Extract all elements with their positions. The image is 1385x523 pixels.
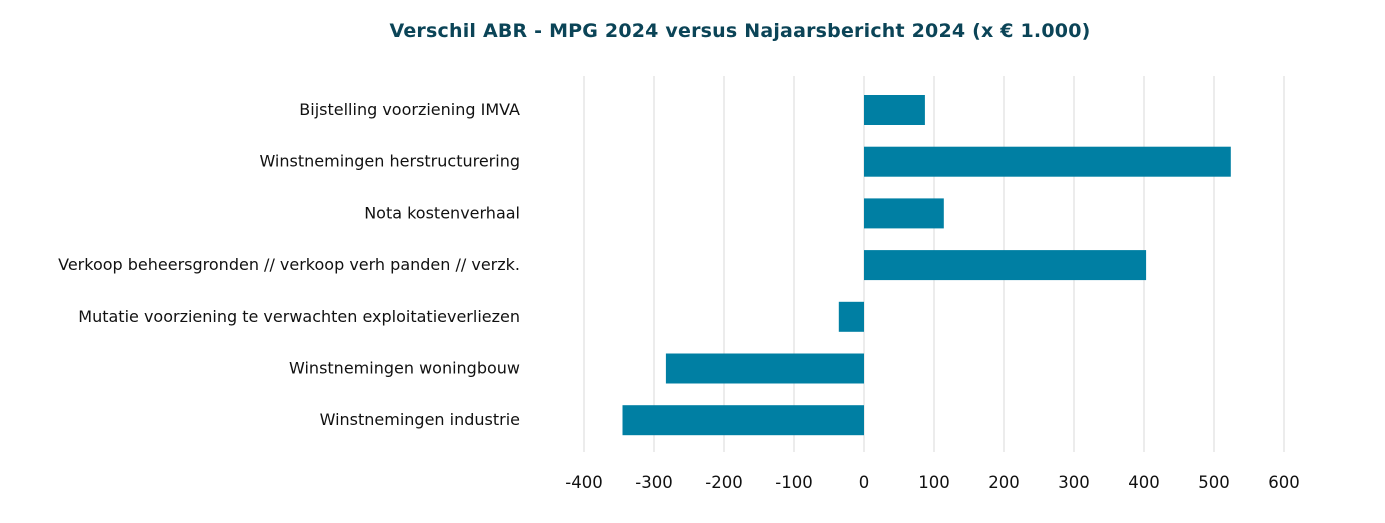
bars <box>622 95 1231 436</box>
x-tick-label: 300 <box>1058 473 1090 492</box>
bar <box>838 301 864 332</box>
chart-title: Verschil ABR - MPG 2024 versus Najaarsbe… <box>389 20 1091 42</box>
bar <box>622 405 864 436</box>
x-axis-ticks: -400 -300 -200 -100 0 100 200 300 400 500 600 <box>565 473 1299 492</box>
x-tick-label: -300 <box>635 473 672 492</box>
bar <box>665 353 864 384</box>
bar <box>864 198 944 229</box>
category-label: Winstnemingen herstructurering <box>259 152 520 171</box>
bar <box>864 95 925 125</box>
category-label: Bijstelling voorziening IMVA <box>299 100 520 119</box>
bar <box>864 146 1231 177</box>
x-tick-label: 200 <box>988 473 1020 492</box>
x-tick-label: -200 <box>705 473 742 492</box>
category-label: Winstnemingen industrie <box>320 410 520 429</box>
x-tick-label: 600 <box>1268 473 1300 492</box>
x-tick-label: 100 <box>918 473 950 492</box>
bar <box>864 250 1147 281</box>
category-label: Winstnemingen woningbouw <box>289 359 520 378</box>
category-labels: Bijstelling voorziening IMVA Winstneminge… <box>58 100 520 429</box>
x-tick-label: -100 <box>775 473 812 492</box>
x-tick-label: 500 <box>1198 473 1230 492</box>
category-label: Nota kostenverhaal <box>364 203 520 222</box>
x-tick-label: 0 <box>859 473 870 492</box>
category-label: Verkoop beheersgronden // verkoop verh p… <box>58 255 520 274</box>
x-tick-label: -400 <box>565 473 602 492</box>
category-label: Mutatie voorziening te verwachten exploi… <box>78 307 520 326</box>
x-tick-label: 400 <box>1128 473 1160 492</box>
